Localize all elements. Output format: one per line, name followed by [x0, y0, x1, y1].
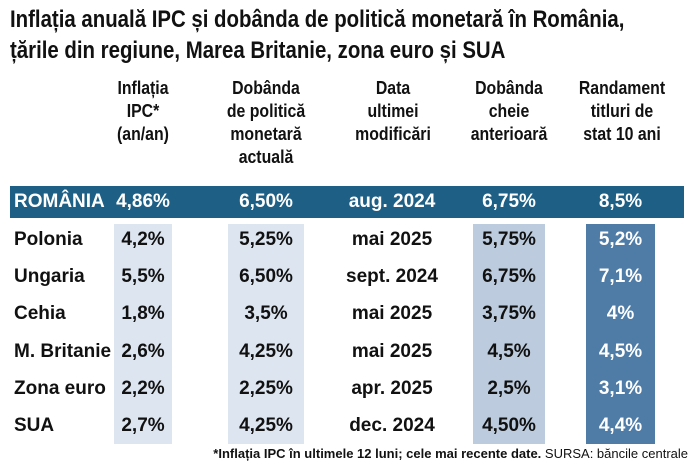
cell-policy-rate: 3,5%: [244, 303, 288, 324]
cell-previous-rate: 6,75%: [482, 191, 536, 212]
source-text: SURSA: băncile centrale: [544, 446, 688, 461]
cell-country: Cehia: [14, 303, 66, 324]
header-policy-rate: Dobânda de politică monetară actuală: [226, 78, 306, 167]
cell-country: SUA: [14, 415, 55, 436]
cell-country: Ungaria: [14, 266, 85, 287]
header-bond-yield: Randament titluri de stat 10 ani: [578, 78, 666, 144]
cell-previous-rate: 4,5%: [487, 341, 531, 362]
cell-bond-yield: 3,1%: [598, 378, 643, 399]
policy-rate-column-shading: [228, 224, 304, 444]
cell-previous-rate: 6,75%: [482, 266, 536, 287]
cell-policy-rate: 4,25%: [239, 415, 293, 436]
footnote-text: *Inflația IPC în ultimele 12 luni; cele …: [213, 446, 542, 461]
cell-country: M. Britanie: [14, 341, 112, 362]
header-previous-rate: Dobânda cheie anterioară: [470, 78, 548, 144]
title-line-2: țările din regiune, Marea Britanie, zona…: [10, 37, 506, 64]
cell-bond-yield: 5,2%: [598, 229, 643, 250]
cell-previous-rate: 2,5%: [487, 378, 531, 399]
cell-last-change: sept. 2024: [346, 266, 438, 287]
cell-previous-rate: 3,75%: [482, 303, 536, 324]
cell-bond-yield: 4,5%: [598, 341, 643, 362]
cell-country: ROMÂNIA: [14, 191, 105, 212]
page-title: Inflația anuală IPC și dobânda de politi…: [10, 4, 624, 66]
cell-last-change: apr. 2025: [351, 378, 433, 399]
cell-policy-rate: 6,50%: [239, 191, 293, 212]
cell-previous-rate: 4,50%: [482, 415, 536, 436]
cell-inflation: 2,6%: [121, 341, 165, 362]
previous-rate-column-shading: [473, 224, 545, 444]
inflation-column-shading: [114, 224, 172, 444]
cell-last-change: mai 2025: [351, 341, 433, 362]
header-inflation: Inflația IPC* (an/an): [117, 78, 169, 144]
title-line-1: Inflația anuală IPC și dobânda de politi…: [10, 6, 625, 33]
cell-inflation: 5,5%: [121, 266, 165, 287]
cell-inflation: 1,8%: [121, 303, 165, 324]
header-last-change: Data ultimei modificări: [355, 78, 431, 144]
cell-last-change: dec. 2024: [349, 415, 435, 436]
cell-bond-yield: 4,4%: [598, 415, 643, 436]
cell-policy-rate: 5,25%: [239, 229, 293, 250]
cell-policy-rate: 4,25%: [239, 341, 293, 362]
cell-bond-yield: 4%: [606, 303, 635, 324]
romania-highlight-banner: [10, 186, 684, 218]
cell-inflation: 2,2%: [121, 378, 165, 399]
cell-last-change: aug. 2024: [348, 191, 436, 212]
footnote: *Inflația IPC în ultimele 12 luni; cele …: [213, 446, 688, 461]
cell-bond-yield: 7,1%: [598, 266, 643, 287]
cell-last-change: mai 2025: [351, 229, 433, 250]
cell-bond-yield: 8,5%: [598, 191, 643, 212]
cell-country: Polonia: [14, 229, 83, 250]
cell-previous-rate: 5,75%: [482, 229, 536, 250]
cell-inflation: 2,7%: [121, 415, 165, 436]
cell-country: Zona euro: [14, 378, 106, 399]
cell-inflation: 4,86%: [116, 191, 170, 212]
cell-inflation: 4,2%: [121, 229, 165, 250]
cell-policy-rate: 6,50%: [239, 266, 293, 287]
cell-policy-rate: 2,25%: [239, 378, 293, 399]
cell-last-change: mai 2025: [351, 303, 433, 324]
bond-yield-column-shading: [586, 224, 655, 444]
